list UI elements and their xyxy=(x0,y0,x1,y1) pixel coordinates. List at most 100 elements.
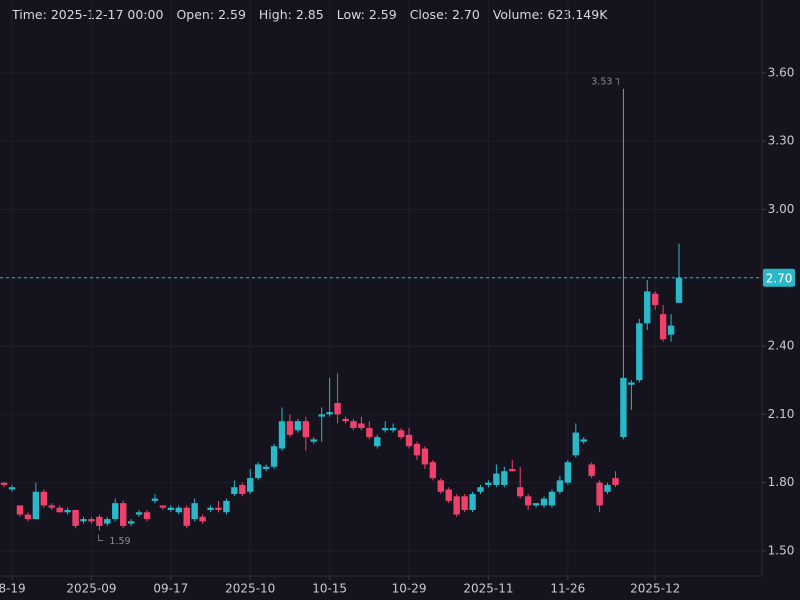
candle-body xyxy=(667,325,675,335)
candle-body xyxy=(413,443,421,456)
legend-item: Close: 2.70 xyxy=(410,7,480,22)
candle-body xyxy=(405,434,413,447)
candle-body xyxy=(501,471,508,485)
legend-label: Low: xyxy=(336,7,365,22)
legend-item: Volume: 623.149K xyxy=(493,7,608,22)
candle-body xyxy=(429,462,437,479)
legend-item: Open: 2.59 xyxy=(176,7,245,22)
candle-body xyxy=(88,519,95,522)
candle-body xyxy=(278,421,286,449)
high-marker: 3.53 xyxy=(591,76,612,87)
candle-body xyxy=(16,505,24,515)
candle-body xyxy=(326,412,333,415)
legend-label: Volume: xyxy=(492,7,544,22)
x-tick-label: 2025-09 xyxy=(66,582,116,596)
candle-body xyxy=(397,430,405,438)
candle-body xyxy=(183,507,190,526)
candle-body xyxy=(247,478,254,492)
legend-value: 2.59 xyxy=(368,7,397,22)
y-tick-label: 1.50 xyxy=(768,543,795,557)
y-tick-label: 3.30 xyxy=(768,134,795,148)
candle-body xyxy=(651,293,659,306)
x-tick-label: 09-17 xyxy=(153,582,188,596)
candle-body xyxy=(96,516,103,526)
candle-body xyxy=(620,377,627,438)
candle-body xyxy=(556,480,564,492)
last-price-box xyxy=(763,268,795,287)
candle-body xyxy=(80,519,87,522)
candle-body xyxy=(477,487,484,492)
legend-value: 623.149K xyxy=(547,7,608,22)
candle-body xyxy=(509,468,516,472)
candle-body xyxy=(127,521,135,524)
candle-body xyxy=(159,505,167,508)
candle-body xyxy=(358,423,365,429)
candle-body xyxy=(56,507,63,513)
candle-body xyxy=(532,503,540,506)
candle-body xyxy=(445,489,452,501)
low-marker: 1.59 xyxy=(109,536,130,547)
candle-body xyxy=(112,503,119,520)
candle-body xyxy=(588,464,595,476)
candle-body xyxy=(461,496,468,510)
x-tick-label: 10-29 xyxy=(392,582,427,596)
candle-body xyxy=(215,507,222,510)
candle-body xyxy=(342,418,349,422)
legend-label: High: xyxy=(258,7,292,22)
candle-body xyxy=(382,428,389,431)
candle-body xyxy=(223,500,230,513)
legend-value: 2.85 xyxy=(295,7,324,22)
candle-body xyxy=(604,484,611,492)
candle-body xyxy=(437,480,444,492)
x-tick-label: 11-26 xyxy=(550,582,585,596)
candle-body xyxy=(350,421,357,429)
last-price-label: 2.70 xyxy=(766,271,793,285)
candle-body xyxy=(389,428,397,431)
candle-body xyxy=(199,516,206,522)
legend-value: 2.70 xyxy=(451,7,480,22)
candle-body xyxy=(262,466,270,469)
candle-body xyxy=(636,323,643,381)
candle-body xyxy=(596,482,603,506)
legend-label: Close: xyxy=(409,7,448,22)
candle-body xyxy=(231,487,238,495)
candle-body xyxy=(628,382,635,385)
x-tick-label: 10-15 xyxy=(312,582,347,596)
x-tick-label: 2025-10 xyxy=(225,582,275,596)
legend-label: Time: xyxy=(12,7,47,22)
y-tick-label: 2.40 xyxy=(768,339,795,353)
candle-body xyxy=(294,421,302,431)
candle-body xyxy=(564,462,572,483)
candle-body xyxy=(675,277,683,303)
candle-body xyxy=(175,507,182,513)
legend-item: Time: 2025-12-17 00:00 xyxy=(12,7,163,22)
candle-body xyxy=(239,484,246,495)
candle-body xyxy=(644,291,651,324)
candle-body xyxy=(32,491,40,520)
candle-body xyxy=(167,507,175,510)
candle-body xyxy=(548,491,556,506)
y-tick-label: 3.60 xyxy=(768,65,795,79)
candle-body xyxy=(8,487,16,490)
candle-body xyxy=(120,503,127,526)
candle-body xyxy=(485,482,492,485)
high-marker-arrow xyxy=(615,78,619,85)
candle-body xyxy=(540,498,548,506)
candle-body xyxy=(135,512,143,515)
candle-body xyxy=(302,421,310,438)
candle-body xyxy=(270,446,278,467)
candle-body xyxy=(191,503,198,520)
candle-body xyxy=(572,432,579,456)
y-tick-label: 1.80 xyxy=(768,475,795,489)
x-tick-label: 2025-11 xyxy=(463,582,513,596)
candle-body xyxy=(453,496,460,515)
candle-body xyxy=(659,314,667,340)
candle-body xyxy=(207,507,214,510)
candle-body xyxy=(318,414,325,417)
candle-body xyxy=(334,402,341,415)
low-marker-arrow xyxy=(97,534,104,541)
candle-body xyxy=(104,519,111,524)
candle-body xyxy=(72,509,79,526)
